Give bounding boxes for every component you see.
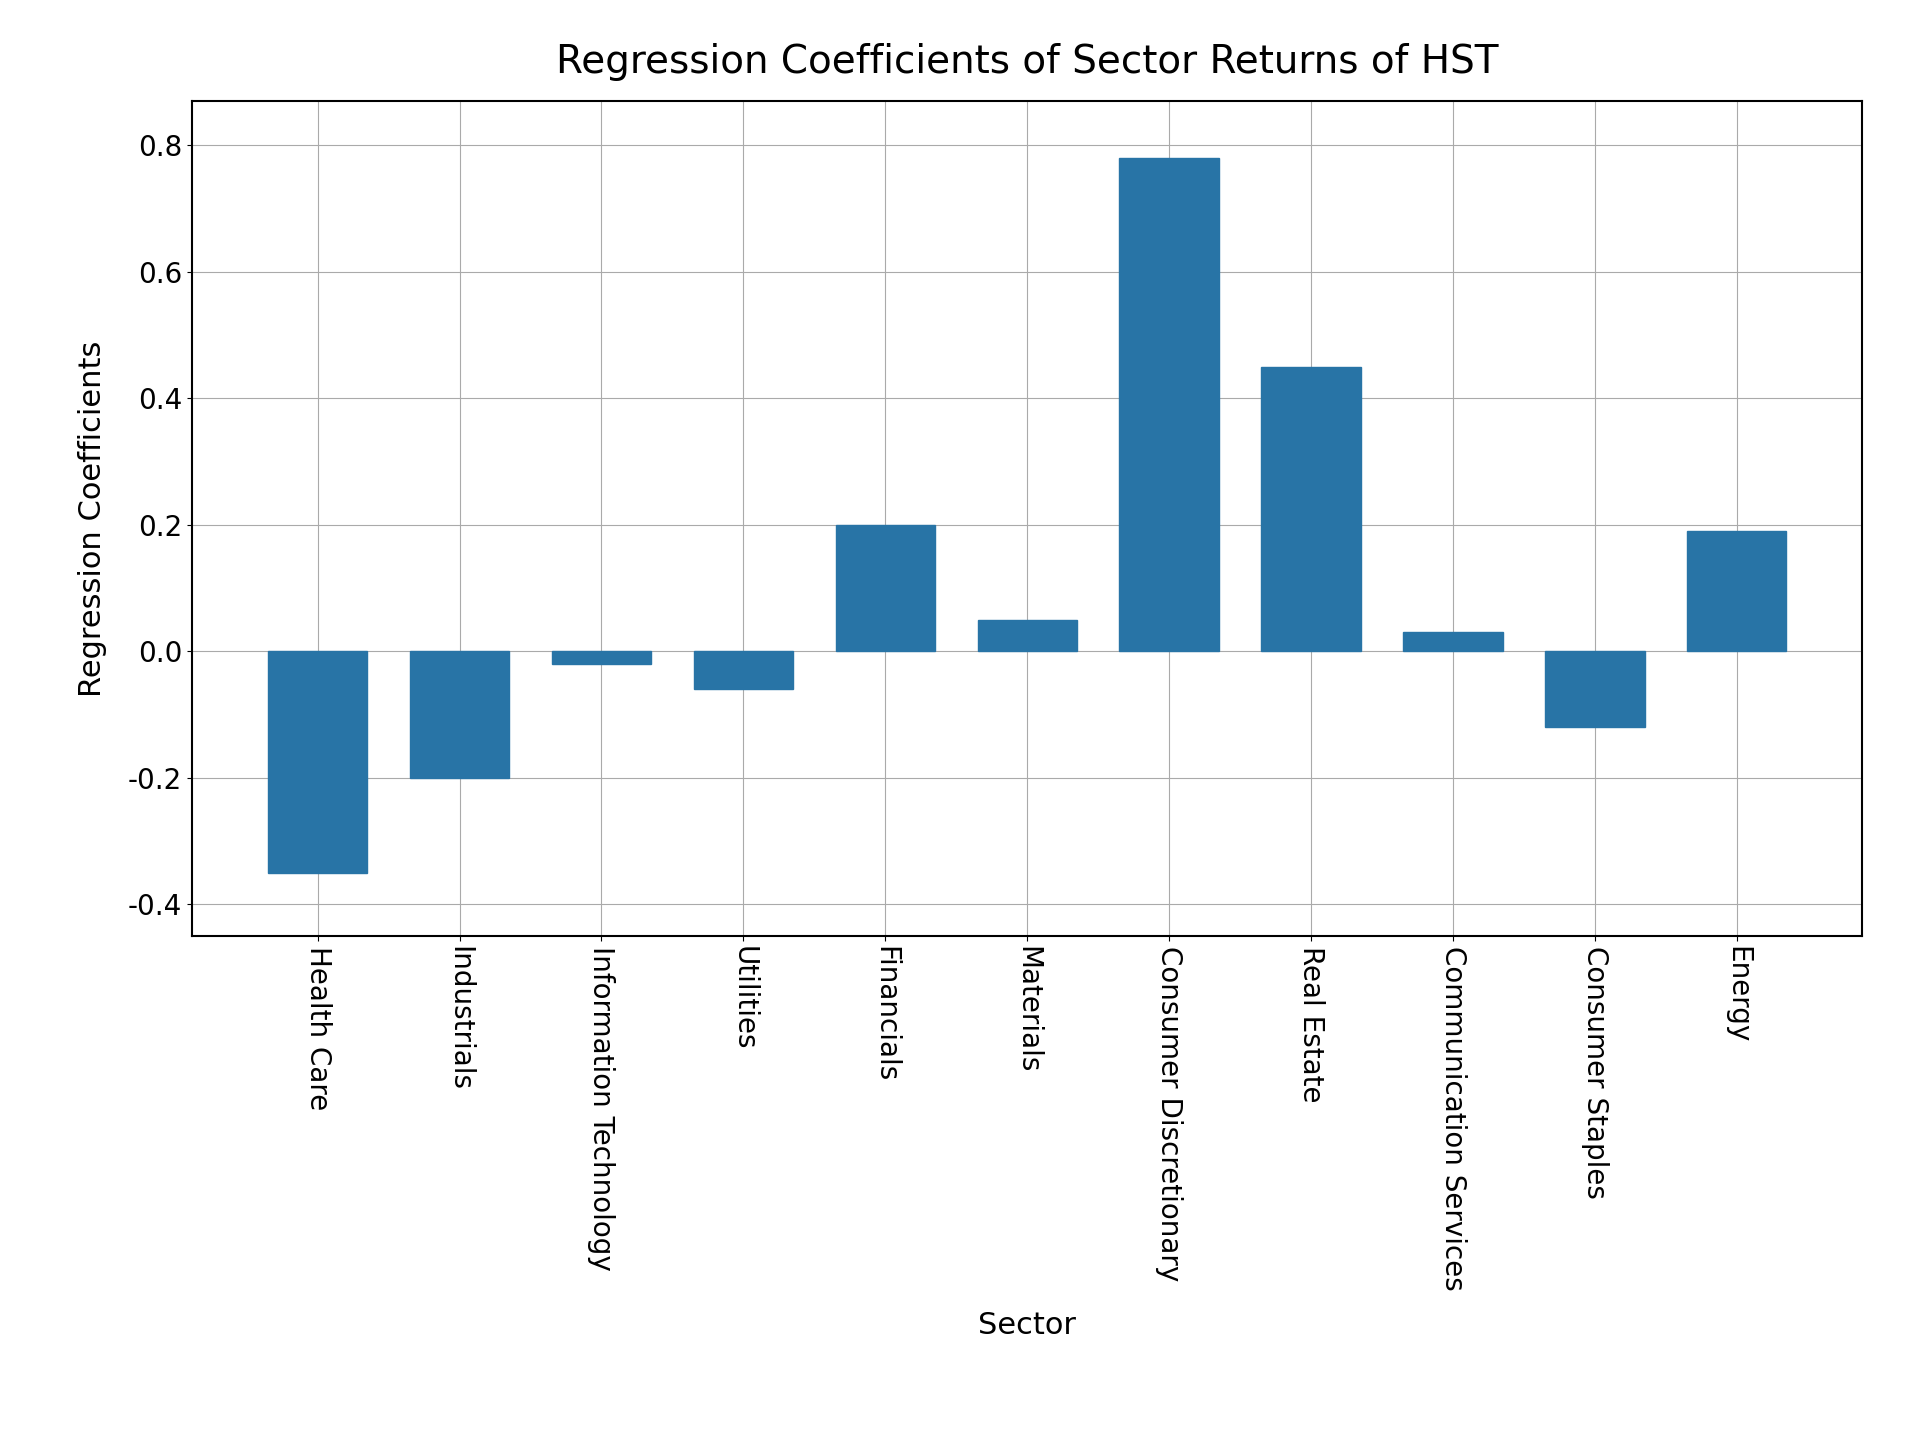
Bar bbox=[551, 651, 651, 664]
Bar bbox=[269, 651, 367, 873]
Bar bbox=[1119, 158, 1219, 651]
Bar bbox=[1404, 632, 1503, 651]
Bar bbox=[1261, 367, 1361, 651]
Bar bbox=[693, 651, 793, 690]
Title: Regression Coefficients of Sector Returns of HST: Regression Coefficients of Sector Return… bbox=[557, 43, 1498, 81]
Bar bbox=[1688, 531, 1786, 651]
Y-axis label: Regression Coefficients: Regression Coefficients bbox=[79, 340, 108, 697]
Bar bbox=[409, 651, 509, 778]
Bar bbox=[977, 619, 1077, 651]
Bar bbox=[1546, 651, 1645, 727]
Bar bbox=[835, 524, 935, 651]
X-axis label: Sector: Sector bbox=[977, 1312, 1077, 1341]
